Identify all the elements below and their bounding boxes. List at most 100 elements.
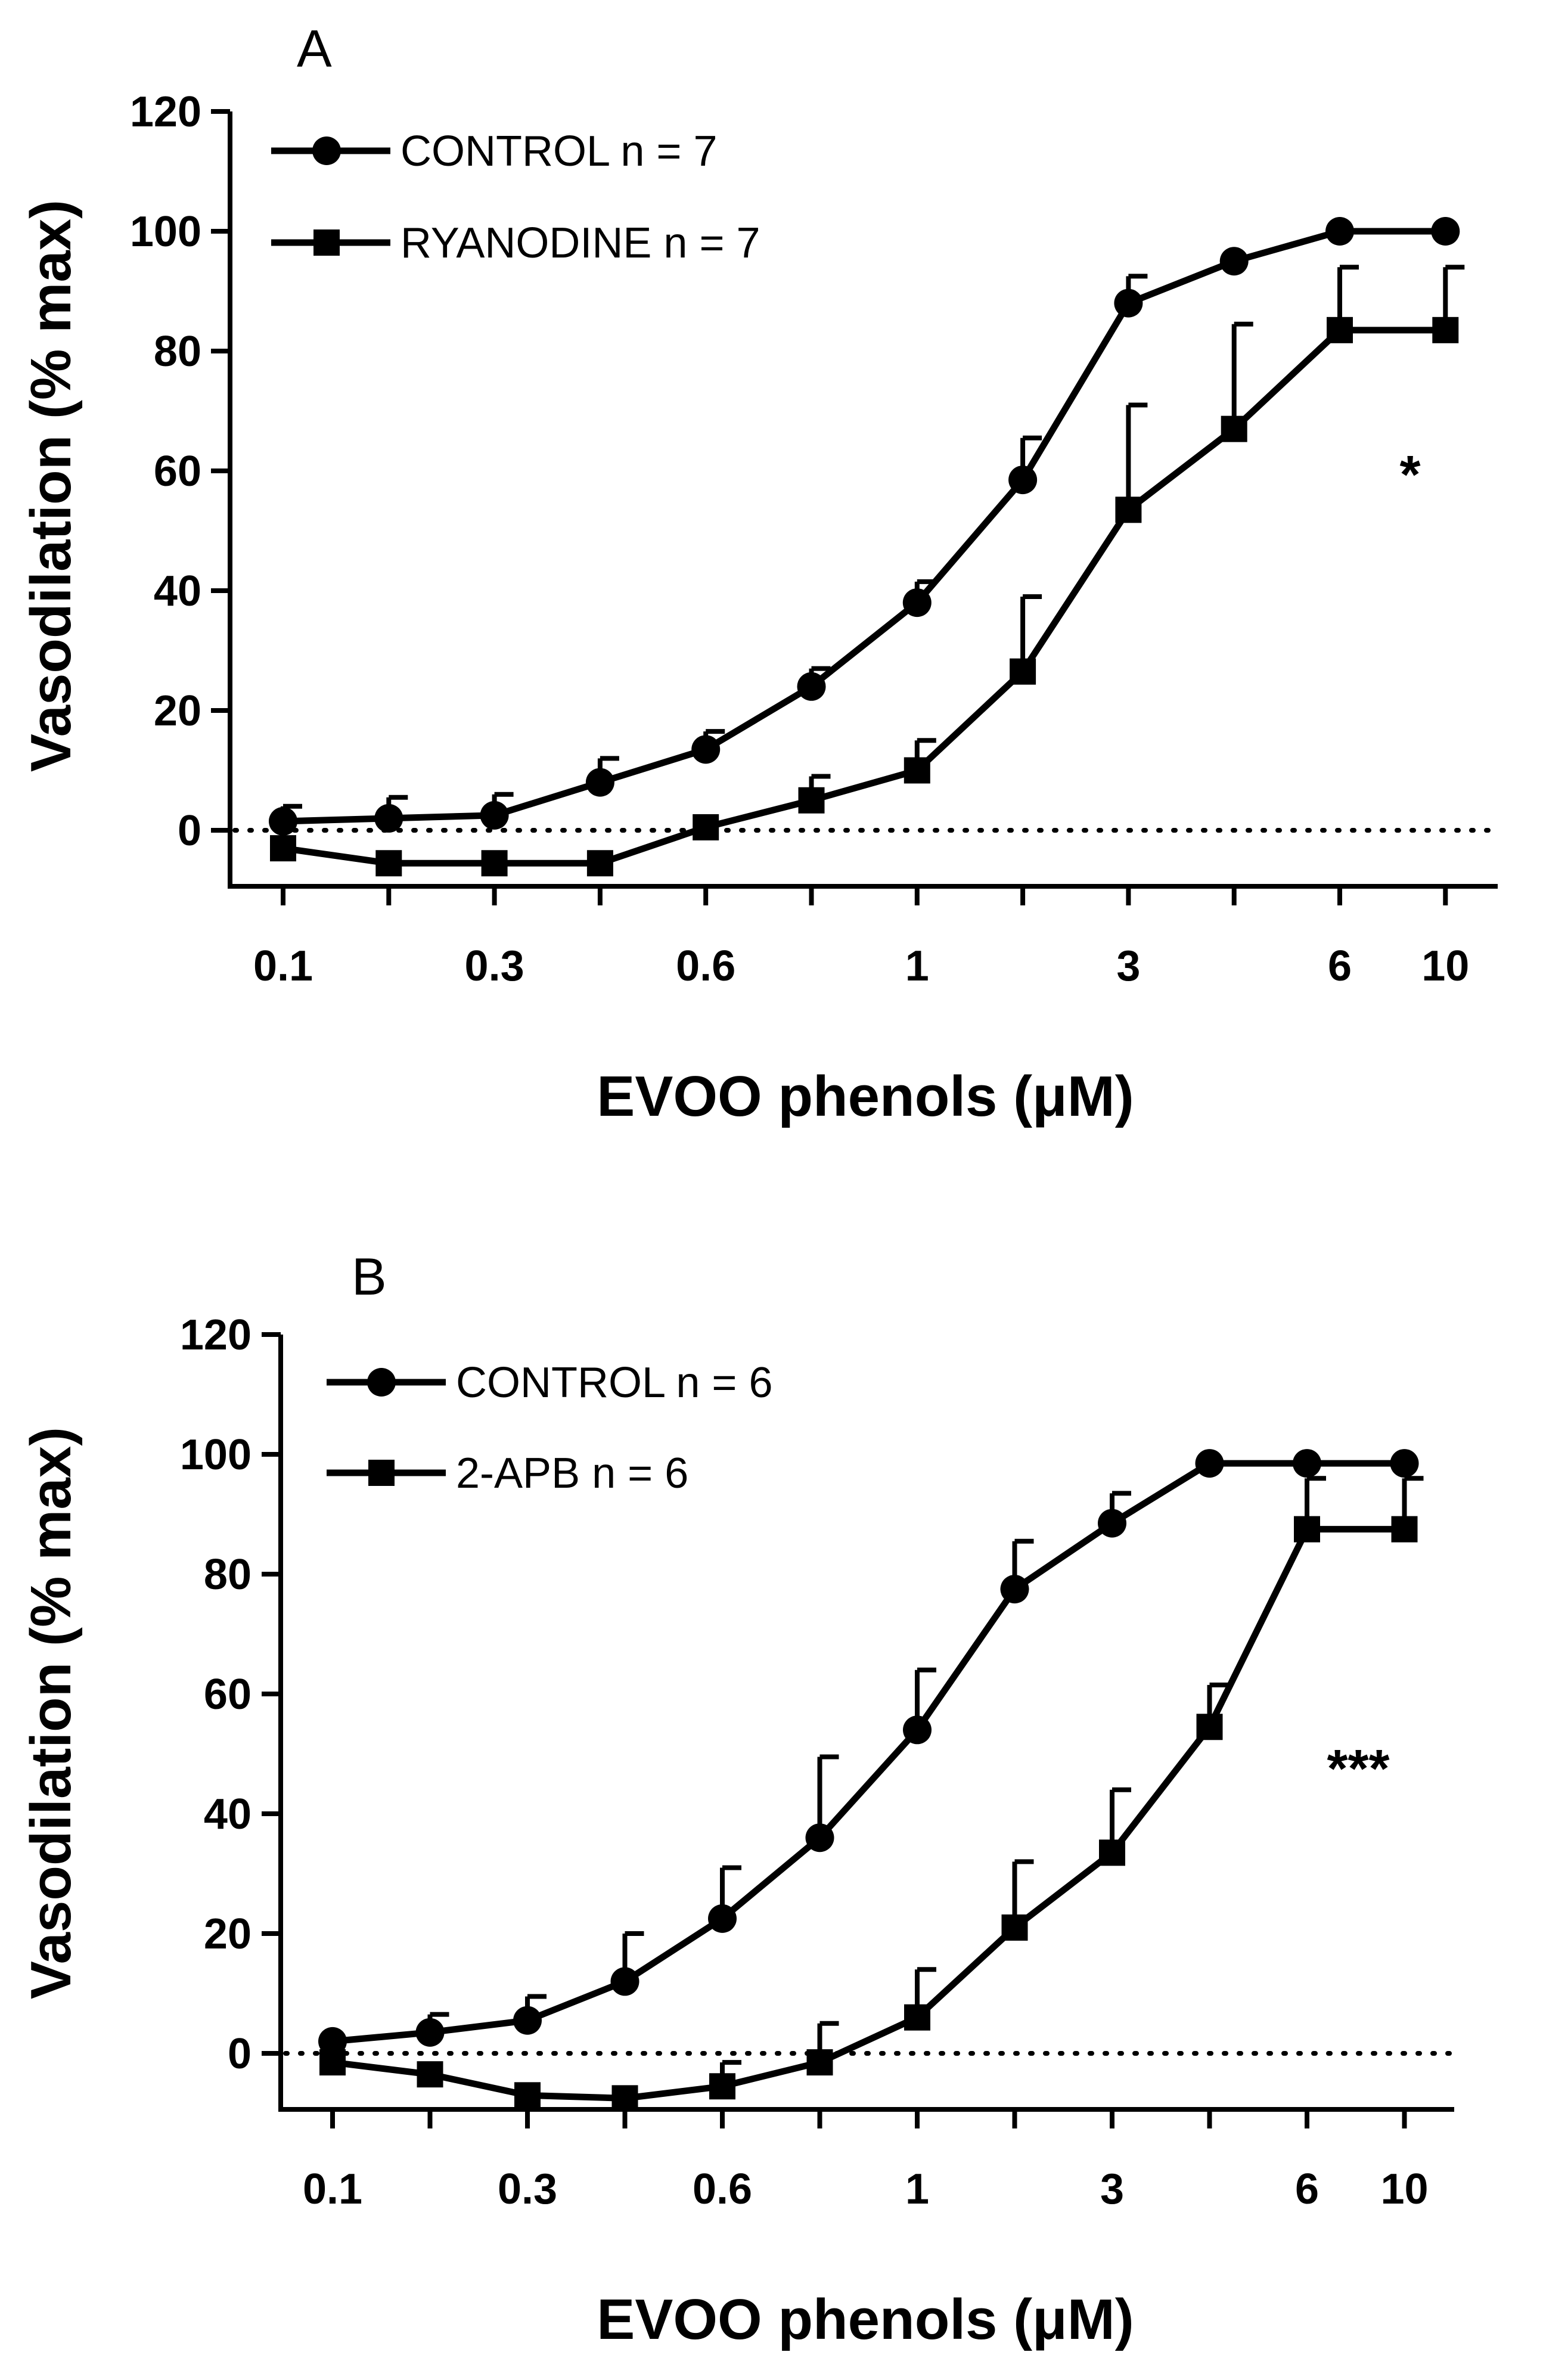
y-tick-label: 60 <box>154 448 201 495</box>
chart-b-svg: B 0 20 40 60 80 100 120 0.1 0.3 0.6 1 3 6 10 Vasodila… <box>19 1247 1457 2351</box>
data-point-square <box>1391 1516 1418 1543</box>
chart-a-svg: A 0 20 40 60 80 100 120 0.1 0.3 0.6 1 3 6 10 Vasodila… <box>19 19 1500 1128</box>
significance-label: * <box>1399 445 1420 505</box>
data-point-circle <box>480 800 509 830</box>
data-point-square <box>1221 415 1247 442</box>
data-point-square <box>904 2004 930 2031</box>
series-treatment <box>270 265 1465 877</box>
data-point-square <box>1115 497 1142 523</box>
data-point-circle <box>691 735 721 764</box>
x-tick-label: 0.1 <box>253 942 313 990</box>
data-point-circle <box>1325 217 1354 246</box>
data-point-circle <box>374 803 403 833</box>
y-axis-label: Vasodilation (% max) <box>19 200 83 772</box>
data-point-circle <box>1219 247 1249 276</box>
data-point-square <box>1001 1914 1028 1941</box>
data-point-square <box>611 2085 638 2112</box>
data-point-square <box>481 850 508 877</box>
y-tick-label: 20 <box>154 687 201 735</box>
y-tick-label: 100 <box>130 208 201 256</box>
legend-marker-circle <box>367 1368 396 1397</box>
legend: CONTROL n = 7 RYANODINE n = 7 <box>271 128 760 267</box>
y-tick-label: 80 <box>204 1551 252 1599</box>
x-tick-label: 1 <box>905 942 929 990</box>
data-point-circle <box>1000 1575 1029 1604</box>
significance-label: *** <box>1327 1739 1389 1799</box>
data-point-circle <box>902 588 932 618</box>
data-point-square <box>514 2082 541 2109</box>
y-tick-label: 120 <box>130 88 201 136</box>
series-control <box>269 217 1460 836</box>
legend-label-treatment: RYANODINE n = 7 <box>401 219 760 267</box>
x-tick-label: 6 <box>1328 942 1352 990</box>
data-point-square <box>709 2073 735 2100</box>
panel-letter: B <box>352 1247 387 1306</box>
data-point-square <box>319 2049 346 2076</box>
data-point-square <box>1294 1516 1320 1543</box>
y-tick-label: 0 <box>178 807 201 855</box>
data-point-circle <box>1098 1509 1126 1538</box>
data-point-circle <box>1431 217 1460 246</box>
y-tick-label: 0 <box>228 2030 252 2078</box>
data-point-square <box>1099 1839 1125 1866</box>
y-tick-label: 40 <box>154 567 201 615</box>
data-point-square <box>1010 658 1036 685</box>
data-point-circle <box>797 672 826 701</box>
x-tick-label: 3 <box>1100 2165 1124 2213</box>
y-tick-label: 40 <box>204 1791 252 1838</box>
series-line <box>332 1460 1405 2045</box>
y-tick-label: 100 <box>180 1431 252 1479</box>
data-point-circle <box>269 806 297 836</box>
data-point-circle <box>610 1967 639 1996</box>
x-tick-label: 0.1 <box>303 2165 362 2213</box>
data-point-circle <box>318 2027 347 2056</box>
legend: CONTROL n = 6 2-APB n = 6 <box>327 1359 773 1497</box>
series-line <box>282 228 1446 825</box>
y-tick-label: 60 <box>204 1671 252 1718</box>
data-point-square <box>806 2049 833 2076</box>
legend-label-control: CONTROL n = 7 <box>401 128 718 175</box>
data-point-circle <box>1008 466 1038 495</box>
x-tick-label: 3 <box>1116 942 1140 990</box>
x-axis-label: EVOO phenols (μM) <box>597 1065 1134 1128</box>
series-line <box>282 327 1446 867</box>
data-point-square <box>586 850 613 877</box>
plot-area: 0 20 40 60 80 100 120 0.1 0.3 0.6 1 3 6 10 <box>180 1311 1457 2213</box>
series-line <box>332 1526 1405 2102</box>
legend-marker-circle <box>312 136 341 165</box>
data-point-square <box>1432 316 1459 343</box>
series-treatment <box>319 1476 1424 2112</box>
series-control <box>318 1449 1419 2056</box>
data-point-square <box>1327 316 1353 343</box>
y-tick-label: 120 <box>180 1311 252 1359</box>
y-axis-label: Vasodilation (% max) <box>19 1427 83 1999</box>
y-tick-label: 80 <box>154 328 201 376</box>
chart-panel-b: B 0 20 40 60 80 100 120 0.1 0.3 0.6 1 3 6 10 Vasodila… <box>0 1189 1543 2377</box>
y-tick-label: 20 <box>204 1910 252 1958</box>
legend-label-control: CONTROL n = 6 <box>456 1359 773 1407</box>
panel-letter: A <box>297 19 332 78</box>
data-point-square <box>375 850 402 877</box>
data-point-circle <box>415 2018 445 2047</box>
x-tick-label: 0.6 <box>676 942 735 990</box>
data-point-circle <box>903 1715 932 1745</box>
x-tick-label: 10 <box>1380 2165 1428 2213</box>
data-point-square <box>270 835 296 862</box>
legend-marker-square <box>368 1460 395 1486</box>
data-point-circle <box>1195 1449 1224 1478</box>
x-axis-label: EVOO phenols (μM) <box>597 2288 1134 2351</box>
plot-area: 0 20 40 60 80 100 120 0.1 0.3 0.6 1 3 6 10 <box>130 88 1500 990</box>
data-point-square <box>1196 1714 1223 1740</box>
x-tick-label: 0.3 <box>465 942 524 990</box>
legend-marker-square <box>313 229 340 256</box>
x-tick-label: 0.6 <box>693 2165 752 2213</box>
x-tick-label: 10 <box>1421 942 1469 990</box>
data-point-circle <box>513 2006 542 2035</box>
data-point-circle <box>1293 1449 1321 1478</box>
data-point-circle <box>1114 288 1143 318</box>
data-point-circle <box>585 768 614 797</box>
chart-panel-a: A 0 20 40 60 80 100 120 0.1 0.3 0.6 1 3 6 10 Vasodila… <box>0 0 1543 1189</box>
x-tick-label: 6 <box>1295 2165 1319 2213</box>
data-point-circle <box>1390 1449 1419 1478</box>
data-point-circle <box>708 1904 737 1933</box>
